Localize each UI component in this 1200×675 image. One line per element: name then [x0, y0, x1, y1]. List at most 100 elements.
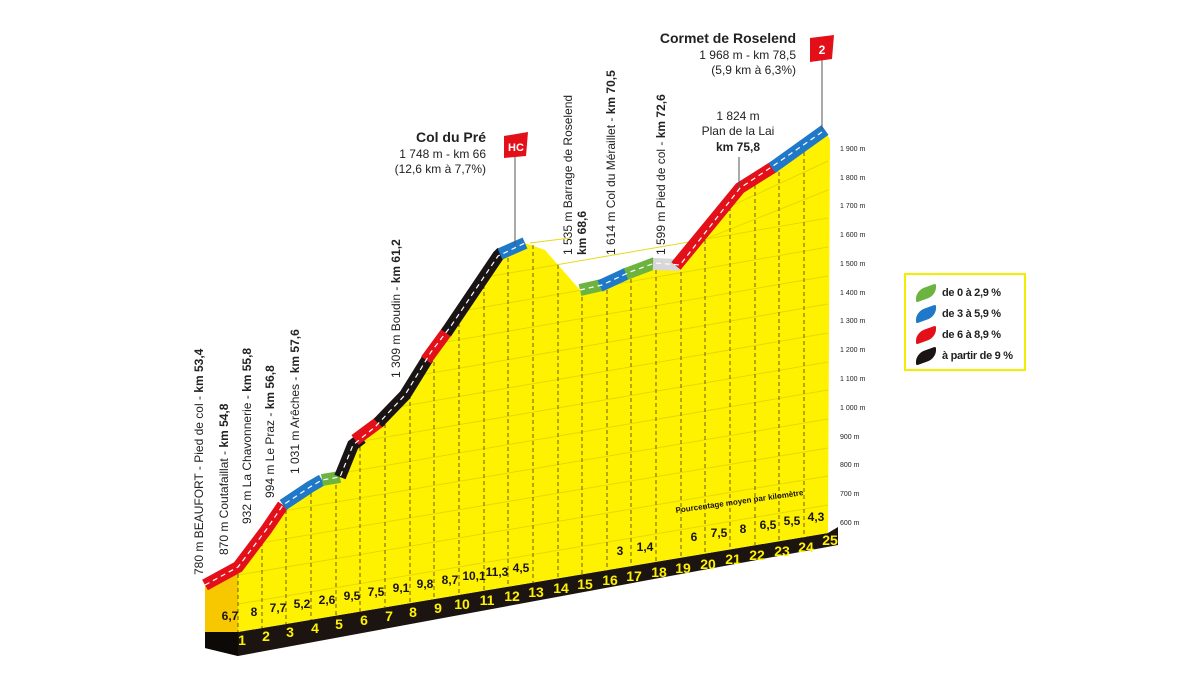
svg-text:6,5: 6,5 [760, 518, 777, 532]
svg-text:HC: HC [508, 142, 524, 154]
svg-text:25: 25 [822, 532, 838, 548]
svg-text:1 748 m - km 66: 1 748 m - km 66 [399, 147, 486, 161]
svg-text:6: 6 [691, 530, 698, 544]
waypoint-coutafaillat: 870 m Coutafaillat - km 54,8 [217, 403, 231, 555]
svg-text:(5,9 km à 6,3%): (5,9 km à 6,3%) [711, 63, 796, 77]
svg-text:Plan de la Lai: Plan de la Lai [702, 124, 775, 138]
green-swatch-icon [916, 283, 936, 303]
svg-text:700 m: 700 m [840, 491, 860, 498]
svg-text:Col du Pré: Col du Pré [416, 129, 486, 145]
legend-item-green: de 0 à 2,9 % [916, 283, 1001, 303]
svg-text:4,5: 4,5 [513, 561, 530, 575]
km-base-strip [205, 527, 838, 656]
svg-text:1 700 m: 1 700 m [840, 203, 865, 210]
svg-text:800 m: 800 m [840, 462, 860, 469]
waypoint-le-praz: 994 m Le Praz - km 56,8 [263, 365, 277, 498]
svg-text:9: 9 [434, 600, 442, 616]
svg-text:km 75,8: km 75,8 [716, 140, 760, 154]
km-numbers: 1 2 3 4 5 6 7 8 9 10 11 12 13 14 15 16 1… [238, 532, 838, 648]
svg-text:2: 2 [262, 628, 270, 644]
svg-text:11,3: 11,3 [486, 565, 509, 579]
svg-text:7,5: 7,5 [711, 526, 728, 540]
svg-text:7,7: 7,7 [270, 601, 287, 615]
svg-text:1 000 m: 1 000 m [840, 405, 865, 412]
svg-text:1 200 m: 1 200 m [840, 347, 865, 354]
svg-text:24: 24 [798, 539, 814, 555]
svg-text:18: 18 [651, 564, 667, 580]
svg-text:1 300 m: 1 300 m [840, 318, 865, 325]
svg-text:2,6: 2,6 [319, 593, 336, 607]
svg-text:1,4: 1,4 [637, 540, 654, 554]
category-flag-hc [504, 132, 528, 158]
svg-text:900 m: 900 m [840, 434, 860, 441]
svg-text:21: 21 [725, 551, 741, 567]
svg-text:13: 13 [528, 584, 544, 600]
waypoint-barrage: 1 535 m Barrage de Roselend [561, 95, 575, 255]
svg-text:7,5: 7,5 [368, 585, 385, 599]
svg-text:3: 3 [286, 624, 294, 640]
waypoint-meraillet: 1 614 m Col du Méraillet - km 70,5 [604, 70, 618, 255]
svg-text:5,2: 5,2 [294, 597, 311, 611]
svg-text:4,3: 4,3 [808, 510, 825, 524]
segment-black [373, 354, 434, 428]
svg-text:12: 12 [504, 588, 520, 604]
svg-text:1 100 m: 1 100 m [840, 376, 865, 383]
svg-text:1 824 m: 1 824 m [716, 109, 759, 123]
grid-lines [237, 160, 829, 605]
svg-text:2: 2 [819, 43, 826, 57]
summit-cormet-de-roselend: 2 Cormet de Roselend 1 968 m - km 78,5 (… [660, 30, 834, 130]
svg-text:6,7: 6,7 [222, 609, 239, 623]
intermediate-plan-de-la-lai: 1 824 m Plan de la Lai km 75,8 [702, 109, 775, 188]
svg-text:11: 11 [480, 592, 495, 608]
svg-text:1 900 m: 1 900 m [840, 146, 865, 153]
svg-text:17: 17 [626, 568, 642, 584]
gradient-legend: de 0 à 2,9 % de 3 à 5,9 % de 6 à 8,9 % à… [904, 273, 1026, 371]
svg-text:9,1: 9,1 [393, 581, 410, 595]
svg-text:20: 20 [700, 556, 716, 572]
svg-text:600 m: 600 m [840, 520, 860, 527]
legend-item-black: à partir de 9 % [916, 346, 1013, 366]
svg-text:1 400 m: 1 400 m [840, 290, 865, 297]
legend-item-blue: de 3 à 5,9 % [916, 304, 1001, 324]
svg-text:1: 1 [238, 632, 246, 648]
svg-text:Cormet de Roselend: Cormet de Roselend [660, 30, 796, 46]
legend-item-red: de 6 à 8,9 % [916, 325, 1001, 345]
svg-text:(12,6 km à 7,7%): (12,6 km à 7,7%) [395, 162, 486, 176]
svg-text:8,7: 8,7 [442, 573, 459, 587]
svg-text:9,5: 9,5 [344, 589, 361, 603]
gradient-values: 6,7 8 7,7 5,2 2,6 9,5 7,5 9,1 9,8 8,7 10… [222, 510, 825, 623]
svg-text:15: 15 [577, 576, 593, 592]
waypoint-labels: 780 m BEAUFORT - Pied de col - km 53,4 8… [192, 70, 668, 575]
red-swatch-icon [916, 325, 936, 345]
waypoint-pied-de-col: 1 599 m Pied de col - km 72,6 [654, 94, 668, 255]
profile-area [205, 130, 830, 632]
svg-text:8: 8 [740, 522, 747, 536]
svg-text:1 600 m: 1 600 m [840, 232, 865, 239]
waypoint-boudin: 1 309 m Boudin - km 61,2 [389, 239, 403, 378]
summit-col-du-pre: HC Col du Pré 1 748 m - km 66 (12,6 km à… [395, 129, 528, 245]
svg-text:1 968 m - km 78,5: 1 968 m - km 78,5 [699, 48, 796, 62]
svg-text:7: 7 [385, 608, 393, 624]
svg-text:8: 8 [409, 604, 417, 620]
waypoint-barrage-km: km 68,6 [575, 211, 589, 255]
svg-text:16: 16 [602, 572, 618, 588]
svg-text:1 800 m: 1 800 m [840, 175, 865, 182]
waypoint-beaufort: 780 m BEAUFORT - Pied de col - km 53,4 [192, 348, 206, 575]
svg-text:22: 22 [749, 547, 765, 563]
black-swatch-icon [916, 346, 936, 366]
waypoint-chavonnerie: 932 m La Chavonnerie - km 55,8 [240, 348, 254, 524]
svg-text:6: 6 [360, 612, 368, 628]
svg-text:10,1: 10,1 [462, 569, 486, 583]
svg-text:4: 4 [311, 620, 319, 636]
category-flag-2 [810, 35, 834, 62]
road-centerline [204, 242, 526, 586]
road-centerline-2 [579, 129, 826, 291]
blue-swatch-icon [916, 304, 936, 324]
y-axis-ticks: 1 900 m 1 800 m 1 700 m 1 600 m 1 500 m … [840, 146, 865, 527]
svg-text:5: 5 [335, 616, 343, 632]
km-dashed-lines [237, 145, 805, 632]
km-base-front [205, 632, 238, 656]
svg-text:1 500 m: 1 500 m [840, 261, 865, 268]
svg-text:23: 23 [774, 543, 790, 559]
